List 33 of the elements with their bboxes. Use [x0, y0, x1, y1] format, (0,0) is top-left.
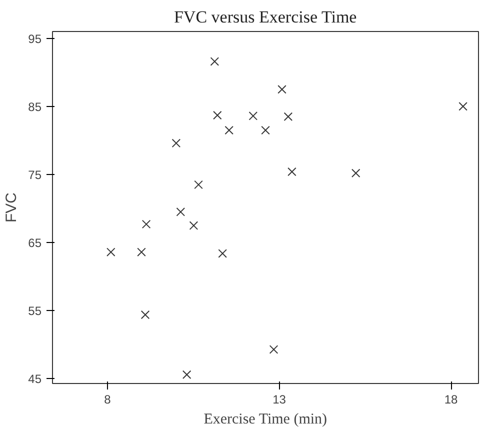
point [194, 180, 203, 190]
point [224, 126, 234, 135]
point [137, 248, 146, 256]
y-tick-label: 65 [28, 236, 42, 250]
point [458, 102, 468, 111]
point [284, 112, 293, 121]
point [218, 249, 227, 258]
point [182, 370, 192, 380]
point [176, 208, 186, 216]
y-tick-label: 85 [28, 100, 42, 114]
y-tick-label: 95 [28, 32, 42, 46]
point [213, 110, 222, 120]
point [351, 168, 360, 178]
y-tick-label: 75 [28, 168, 42, 182]
point [106, 248, 116, 256]
chart-title: FVC versus Exercise Time [174, 8, 357, 26]
x-tick-label: 18 [444, 392, 458, 406]
point [288, 167, 296, 176]
point [269, 345, 278, 354]
y-axis-title: FVC [3, 192, 20, 222]
x-axis-title: Exercise Time (min) [204, 412, 328, 428]
point [189, 221, 198, 230]
x-tick-label: 8 [104, 392, 112, 406]
point [248, 112, 258, 120]
point [172, 138, 181, 148]
point [278, 84, 286, 94]
point [210, 57, 220, 66]
point [142, 220, 151, 229]
y-tick-label: 45 [28, 372, 42, 386]
y-tick-label: 55 [28, 304, 42, 318]
point [261, 126, 270, 135]
x-tick-label: 13 [272, 392, 286, 406]
point [140, 310, 150, 320]
